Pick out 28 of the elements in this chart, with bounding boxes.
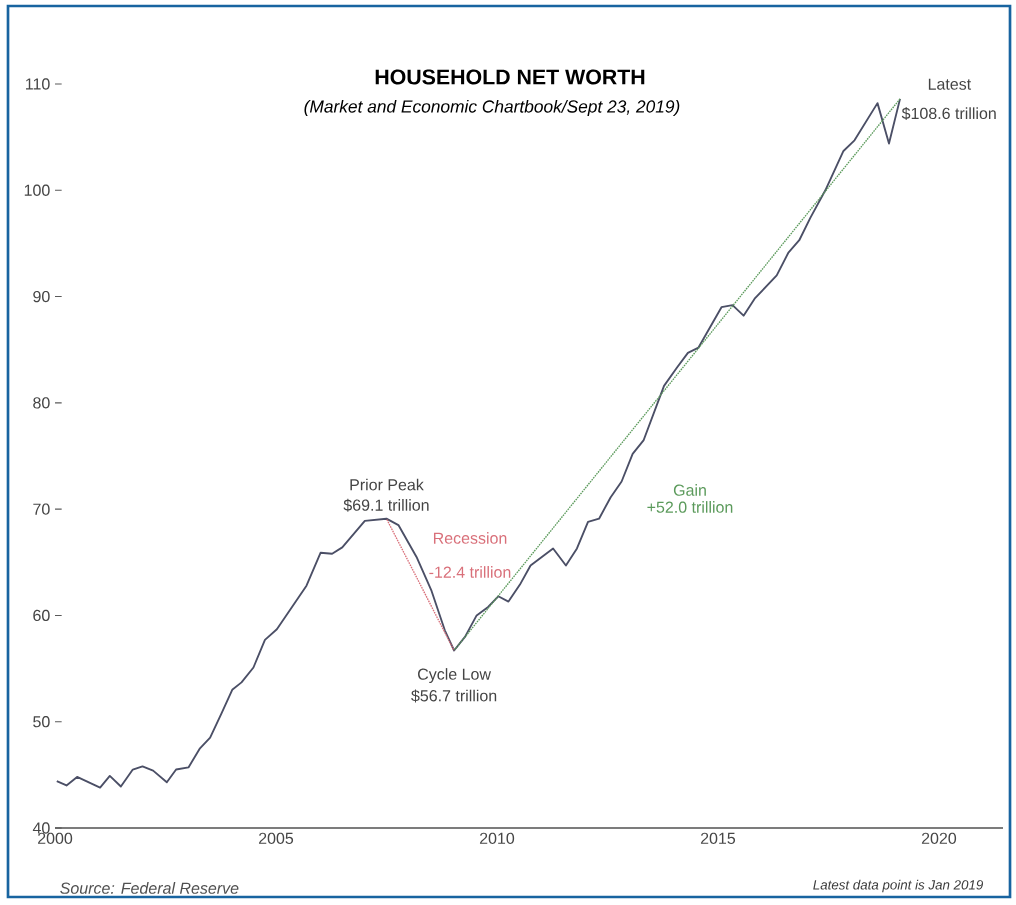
x-tick-label: 2015: [700, 832, 736, 845]
x-tick-label: 2010: [479, 832, 515, 845]
annotation: +52.0 trillion: [647, 501, 733, 513]
x-tick-label: 2000: [38, 832, 73, 845]
annotation: $108.6 trillion: [901, 107, 996, 121]
annotation: Cycle Low: [418, 668, 491, 684]
y-tick-label: 90: [33, 290, 50, 303]
y-tick-label: 60: [33, 609, 50, 622]
annotation: $69.1 trillion: [343, 498, 429, 512]
x-tick-label: 2005: [258, 832, 294, 845]
source-note: Source: Federal Reserve: [60, 882, 239, 894]
text: Latest data point is Jan 2019: [813, 879, 984, 893]
line-series: [55, 97, 901, 789]
chart-title: HOUSEHOLD NET WORTH: [375, 69, 645, 85]
annotation: Latest: [928, 78, 972, 90]
annotation: $56.7 trillion: [411, 689, 497, 703]
annotation: Prior Peak: [350, 478, 424, 491]
y-tick-label: 70: [33, 503, 50, 515]
x-tick-label: 2020: [921, 832, 957, 845]
annotation: -12.4 trillion: [429, 566, 511, 578]
y-tick-label: 100: [24, 184, 50, 196]
y-tick-label: 80: [33, 397, 50, 409]
annotation: Gain: [673, 484, 706, 496]
text: (Market and Economic Chartbook/Sept 23, 2019): [304, 99, 680, 117]
y-tick-label: 50: [33, 716, 50, 728]
y-tick-label: 40: [32, 822, 50, 834]
y-tick-label: 110: [26, 78, 50, 90]
annotation: Recession: [433, 532, 507, 544]
